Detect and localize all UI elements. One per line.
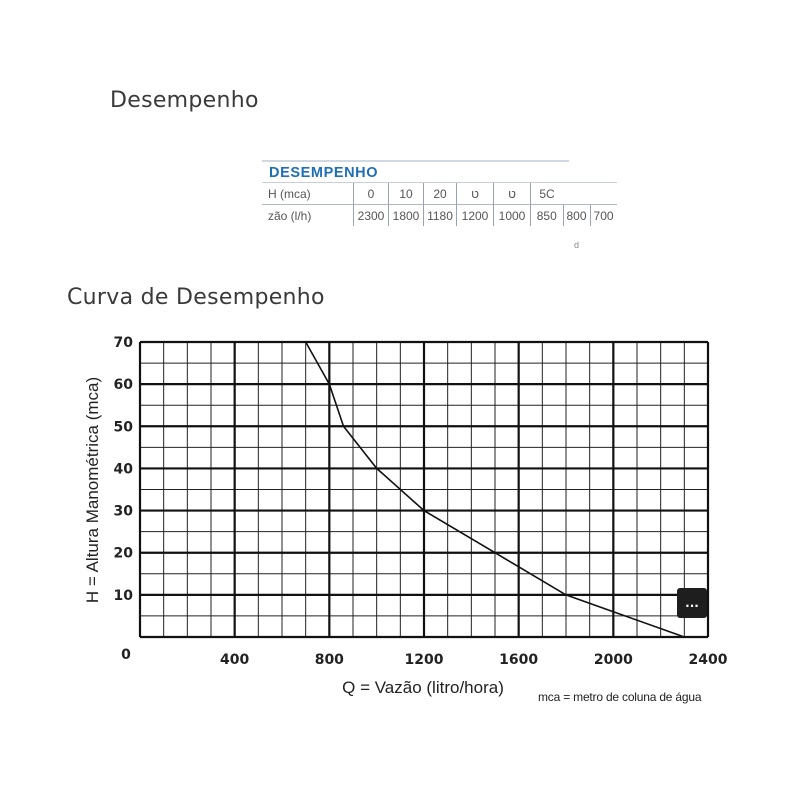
table-cell: 20 bbox=[423, 182, 457, 205]
table-cell: 10 bbox=[388, 182, 424, 205]
table-cell: 1800 bbox=[388, 204, 424, 226]
y-tick-label: 40 bbox=[114, 461, 134, 477]
table-cell: 1180 bbox=[423, 204, 457, 226]
y-tick-label: 60 bbox=[114, 377, 134, 393]
y-tick-label: 20 bbox=[114, 546, 134, 562]
table-cell: 800 bbox=[562, 204, 591, 226]
table-cell: 850 bbox=[530, 204, 563, 226]
y-tick-label: 30 bbox=[114, 504, 134, 520]
table-cell: ט bbox=[456, 182, 494, 205]
x-tick-label: 1200 bbox=[405, 652, 444, 668]
performance-heading: Desempenho bbox=[110, 88, 259, 113]
y-tick-label: 70 bbox=[114, 335, 134, 351]
table-cell bbox=[590, 182, 617, 205]
chart-series-line bbox=[305, 341, 685, 638]
more-options-button[interactable]: ... bbox=[677, 588, 707, 618]
table-row-head: H (mca) 0 10 20 ט ט 5C bbox=[262, 182, 617, 205]
performance-grid: H (mca) 0 10 20 ט ט 5C zão (l/h) 2300 18… bbox=[262, 182, 617, 226]
table-cell: H (mca) bbox=[262, 182, 354, 205]
x-tick-label: 2400 bbox=[689, 652, 728, 668]
x-tick-label: 2000 bbox=[594, 652, 633, 668]
table-cell: zão (l/h) bbox=[262, 204, 354, 226]
table-cell: 700 bbox=[589, 204, 617, 226]
x-tick-label: 800 bbox=[315, 652, 344, 668]
performance-table-title: DESEMPENHO bbox=[262, 160, 569, 182]
table-note: d bbox=[574, 240, 580, 250]
table-row-flow: zão (l/h) 2300 1800 1180 1200 1000 850 8… bbox=[262, 204, 617, 226]
unit-footnote: mca = metro de coluna de água bbox=[538, 690, 702, 704]
y-tick-label: 50 bbox=[114, 419, 134, 435]
chart-major-grid bbox=[138, 340, 710, 639]
chart-x-axis-label: Q = Vazão (litro/hora) bbox=[342, 678, 504, 697]
table-cell: 2300 bbox=[353, 204, 389, 226]
chart-y-axis-label: H = Altura Manométrica (mca) bbox=[83, 377, 102, 603]
y-tick-label: 10 bbox=[114, 588, 134, 604]
table-cell: 5C bbox=[530, 182, 563, 205]
curve-heading: Curva de Desempenho bbox=[67, 285, 325, 310]
chart-tick-labels: 400 800 1200 1600 2000 2400 10 20 30 40 50 60 70 bbox=[114, 335, 728, 668]
table-cell: 1000 bbox=[493, 204, 531, 226]
table-cell: 0 bbox=[353, 182, 389, 205]
performance-table: DESEMPENHO H (mca) 0 10 20 ט ט 5C zão (l… bbox=[262, 160, 617, 250]
table-cell: 1200 bbox=[456, 204, 494, 226]
chart-origin-label: 0 bbox=[121, 647, 131, 663]
table-cell: ט bbox=[493, 182, 531, 205]
table-cell bbox=[563, 182, 591, 205]
x-tick-label: 1600 bbox=[499, 652, 538, 668]
x-tick-label: 400 bbox=[220, 652, 249, 668]
